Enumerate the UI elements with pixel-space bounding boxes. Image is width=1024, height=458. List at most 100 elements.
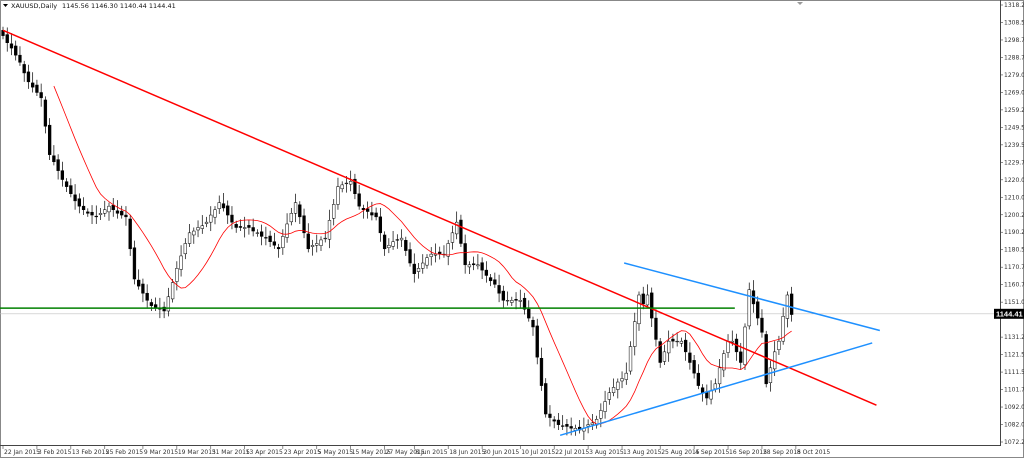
candle-body: [450, 232, 455, 243]
candle-body: [153, 304, 158, 308]
candle-body: [306, 233, 310, 250]
y-tick-label: 1072.25: [1004, 439, 1024, 446]
candle-body: [230, 214, 234, 223]
candle: [395, 234, 399, 249]
candle-body: [514, 299, 518, 301]
candle: [166, 287, 171, 317]
candle: [527, 300, 531, 322]
x-tick-label: 23 Apr 2015: [284, 449, 321, 456]
candle: [683, 333, 688, 361]
candle: [94, 205, 98, 224]
candle: [226, 200, 230, 224]
candle-body: [128, 218, 132, 250]
y-tick-label: 1279.00: [1004, 72, 1024, 79]
candle-body: [471, 263, 476, 266]
candle: [115, 200, 120, 219]
candle: [628, 341, 633, 375]
candle: [505, 291, 510, 306]
y-tick-label: 1082.00: [1004, 422, 1024, 429]
y-tick-label: 1111.50: [1004, 369, 1024, 376]
candle-body: [548, 413, 552, 418]
candle-body: [480, 262, 484, 271]
current-price-box: [994, 308, 1024, 319]
candle: [200, 215, 204, 234]
y-tick-label: 1180.50: [1004, 247, 1024, 254]
y-tick-label: 1288.75: [1004, 54, 1024, 61]
candle-body: [421, 262, 425, 269]
candle-body: [760, 317, 764, 333]
candle-body: [586, 424, 590, 427]
candle: [497, 274, 501, 303]
candle-body: [226, 205, 230, 216]
candle: [408, 242, 412, 267]
candle: [662, 344, 667, 365]
candle: [73, 184, 77, 210]
candle: [429, 247, 433, 266]
candle-body: [476, 264, 480, 267]
candle: [251, 218, 255, 237]
candle: [196, 220, 200, 238]
candle-body: [285, 223, 289, 238]
candle: [332, 199, 336, 226]
candle: [175, 261, 179, 291]
candle-body: [467, 264, 472, 268]
candle-body: [544, 383, 548, 415]
candle: [667, 330, 671, 362]
symbol-dropdown-icon[interactable]: [3, 4, 8, 7]
candle: [43, 96, 48, 134]
candle: [692, 355, 696, 379]
candle-body: [319, 239, 323, 246]
x-tick-label: 13 Apr 2015: [246, 449, 283, 456]
candle: [238, 219, 243, 232]
candle-body: [115, 210, 120, 214]
y-tick-label: 1210.00: [1004, 194, 1024, 201]
candle: [357, 184, 361, 210]
candle: [323, 231, 327, 243]
candle-body: [132, 247, 137, 280]
candle-body: [179, 255, 183, 270]
candle-body: [696, 372, 701, 386]
candle-body: [137, 279, 141, 287]
candle-body: [370, 212, 374, 216]
candle: [624, 362, 628, 385]
candle-body: [238, 226, 243, 228]
y-tick-label: 1131.25: [1004, 334, 1024, 341]
y-tick-label: 1298.75: [1004, 37, 1024, 44]
chart-shift-marker-icon[interactable]: [797, 2, 803, 5]
candle: [645, 284, 650, 309]
candle: [365, 201, 370, 219]
candle: [310, 239, 315, 256]
chart-symbol: XAUUSD,Daily: [11, 2, 57, 10]
candle-body: [98, 213, 103, 215]
candle: [654, 309, 658, 347]
candle-body: [111, 204, 115, 210]
candle: [756, 296, 760, 326]
candle-body: [336, 186, 340, 205]
candle-body: [94, 215, 98, 218]
candle: [421, 254, 425, 274]
candle-body: [276, 247, 281, 250]
candle: [86, 208, 90, 217]
candle-body: [86, 211, 90, 214]
candle-body: [569, 426, 573, 429]
candle-body: [251, 227, 255, 232]
candle-body: [22, 64, 26, 74]
candle: [128, 215, 132, 256]
candle: [514, 292, 518, 310]
candle-body: [5, 34, 9, 43]
candle-body: [404, 240, 408, 251]
x-tick-label: 10 Jul 2015: [521, 449, 555, 456]
candle-body: [73, 194, 77, 202]
candle-body: [124, 214, 128, 218]
y-tick-label: 1229.75: [1004, 159, 1024, 166]
candle-body: [561, 425, 565, 427]
candle-body: [658, 341, 662, 363]
candle: [26, 64, 31, 89]
candle: [234, 220, 238, 233]
candle-body: [43, 99, 48, 127]
candle: [293, 193, 298, 223]
candle-body: [620, 378, 624, 382]
chart-ohlc: 1145.56 1146.30 1140.44 1144.41: [62, 2, 176, 10]
